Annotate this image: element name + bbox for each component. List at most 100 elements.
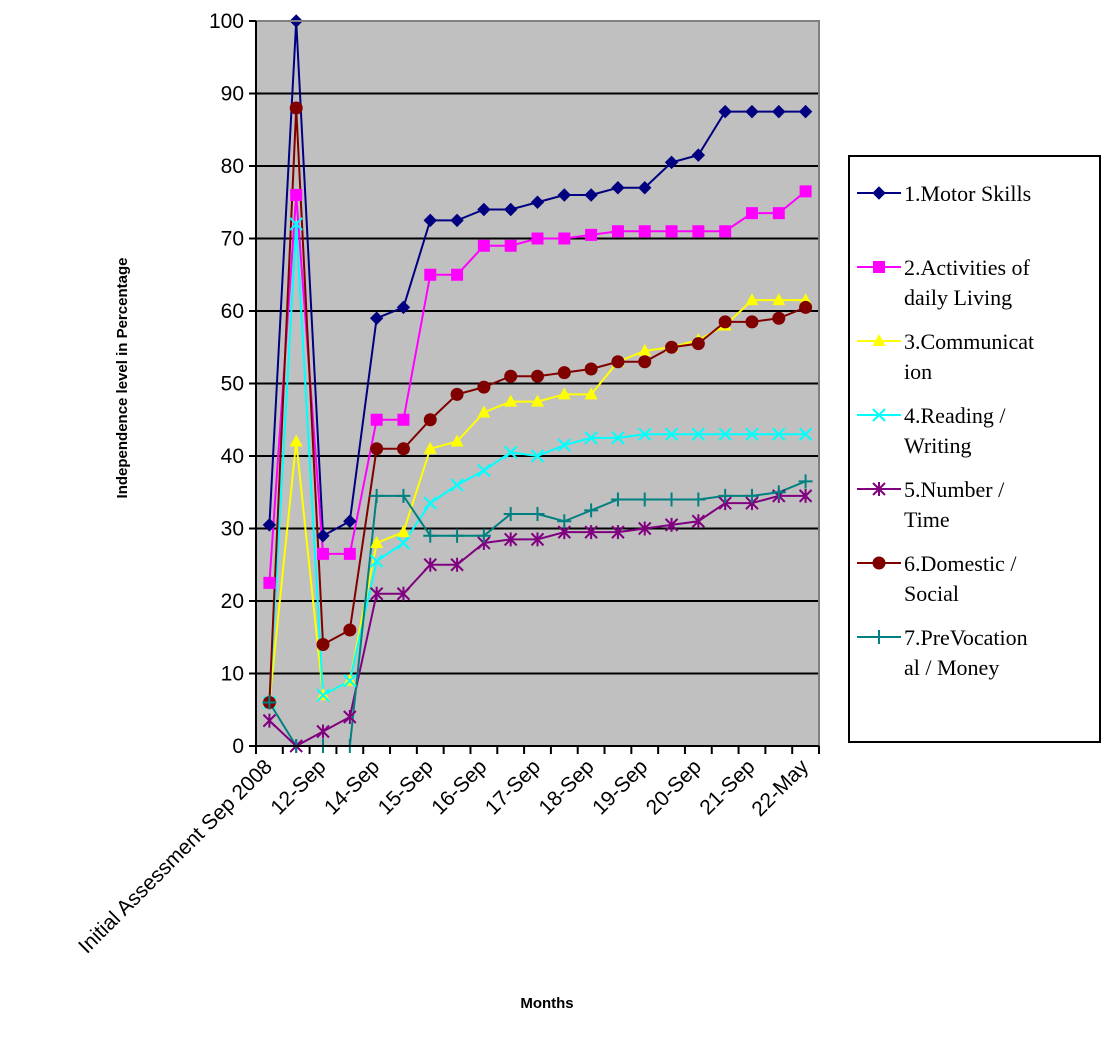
data-point — [531, 232, 544, 245]
data-point — [584, 188, 598, 202]
data-point — [638, 427, 652, 441]
data-point — [664, 155, 679, 170]
y-tick-label: 10 — [221, 663, 244, 686]
data-point — [503, 532, 518, 547]
legend-label: ion — [904, 359, 932, 384]
data-point — [799, 185, 812, 198]
x-tick-label: 18-Sep — [535, 755, 599, 819]
legend-label: 3.Communicat — [904, 329, 1034, 354]
legend-swatch-marker — [872, 482, 886, 496]
data-point — [798, 104, 813, 119]
data-point — [504, 394, 518, 407]
data-point — [557, 188, 572, 202]
data-point — [289, 434, 303, 447]
data-point — [531, 394, 544, 407]
data-point — [423, 528, 438, 543]
data-point — [316, 724, 330, 739]
legend-label: Writing — [904, 433, 972, 458]
data-point — [611, 431, 625, 445]
data-point — [691, 514, 706, 529]
data-point — [369, 554, 384, 568]
data-point — [691, 427, 706, 441]
x-tick-label: 14-Sep — [320, 755, 384, 819]
data-point — [476, 528, 491, 543]
data-point — [557, 366, 571, 380]
data-point — [477, 463, 491, 478]
data-point — [718, 104, 732, 119]
y-axis-title: Independence level in Percentage — [114, 258, 131, 499]
data-point — [772, 207, 785, 220]
data-point — [369, 311, 384, 325]
data-point — [665, 225, 678, 238]
data-point — [317, 547, 330, 560]
data-point — [289, 101, 303, 115]
legend-label: al / Money — [904, 655, 999, 680]
y-tick-label: 100 — [209, 10, 244, 33]
data-point — [370, 413, 383, 426]
legend-label: 1.Motor Skills — [904, 181, 1031, 206]
data-point — [610, 492, 625, 507]
data-point — [558, 232, 571, 245]
x-tick-label: 20-Sep — [642, 755, 706, 819]
data-point — [557, 514, 572, 529]
data-point — [396, 300, 411, 315]
data-point — [745, 207, 758, 220]
data-point — [611, 355, 625, 369]
x-tick-labels: Initial Assessment Sep 200812-Sep14-Sep1… — [74, 755, 813, 958]
data-point — [477, 405, 491, 418]
x-tick-label: 22-May — [747, 755, 813, 821]
data-point — [611, 225, 624, 238]
data-point — [396, 525, 410, 538]
data-point — [745, 427, 759, 441]
data-point — [718, 488, 733, 503]
data-point — [798, 488, 813, 503]
x-axis-title: Months — [520, 995, 573, 1012]
legend-label: 2.Activities of — [904, 255, 1031, 280]
data-point — [423, 213, 437, 228]
data-point — [450, 528, 465, 543]
data-point — [370, 442, 384, 456]
data-point — [745, 293, 759, 306]
data-point — [316, 688, 330, 702]
data-point — [745, 315, 759, 329]
axes — [249, 20, 820, 754]
data-point — [772, 311, 786, 325]
data-point — [665, 340, 679, 354]
y-tick-label: 20 — [221, 590, 244, 613]
gridlines — [256, 92, 819, 675]
data-point — [370, 536, 384, 548]
data-point — [664, 517, 679, 532]
data-point — [584, 431, 598, 445]
series-markers — [262, 14, 813, 753]
legend-label: daily Living — [904, 285, 1012, 310]
data-point — [664, 492, 679, 507]
data-point — [396, 488, 411, 503]
data-point — [585, 228, 598, 241]
legend-label: 7.PreVocation — [904, 625, 1028, 650]
data-point — [638, 225, 651, 238]
data-point — [557, 387, 571, 400]
data-point — [638, 355, 652, 369]
data-point — [369, 586, 384, 601]
legend-label: 4.Reading / — [904, 403, 1006, 428]
y-tick-label: 70 — [221, 228, 244, 251]
data-point — [637, 492, 652, 507]
data-point — [369, 488, 384, 503]
x-tick-label: 19-Sep — [588, 755, 652, 819]
data-point — [691, 492, 706, 507]
legend-label: 6.Domestic / — [904, 551, 1017, 576]
y-tick-label: 50 — [221, 373, 244, 396]
legend-box — [848, 155, 1101, 743]
data-point — [503, 445, 518, 460]
x-tick-label: 12-Sep — [266, 755, 330, 819]
data-point — [451, 268, 464, 281]
data-point — [262, 695, 277, 710]
data-point — [504, 239, 517, 252]
data-point — [262, 518, 277, 532]
data-point — [584, 362, 598, 376]
legend-swatch-marker — [872, 556, 886, 570]
y-tick-label: 40 — [221, 445, 244, 468]
data-point — [423, 496, 437, 510]
data-point — [503, 507, 518, 521]
